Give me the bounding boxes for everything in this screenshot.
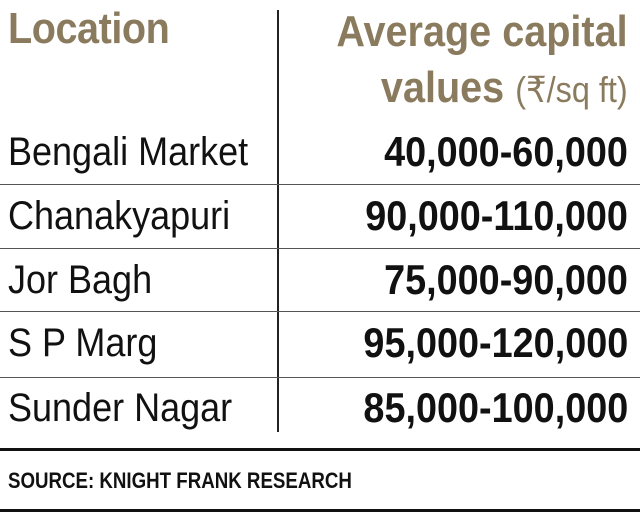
bottom-rule [0,509,640,512]
value-cell: 75,000-90,000 [384,256,628,303]
values-header-line2: values (₹/sq ft) [337,60,628,118]
location-cell: Bengali Market [8,130,249,174]
row-divider [0,184,640,185]
value-cell: 85,000-100,000 [363,384,628,431]
values-column-header: Average capital values (₹/sq ft) [337,4,628,118]
row-divider [0,377,640,378]
values-header-word: values [381,63,505,112]
table-row: Bengali Market 40,000-60,000 [0,122,640,184]
values-header-line1: Average capital [336,7,628,56]
location-cell: Chanakyapuri [8,194,231,238]
value-cell: 95,000-120,000 [363,319,628,366]
row-divider [0,248,640,249]
location-cell: Jor Bagh [8,258,153,302]
column-divider [277,10,279,432]
value-cell: 90,000-110,000 [365,192,628,239]
value-cell: 40,000-60,000 [384,128,628,175]
source-top-rule [0,448,640,451]
location-cell: Sunder Nagar [8,386,233,430]
row-divider [0,311,640,312]
table-header: Location Average capital values (₹/sq ft… [0,0,640,120]
table-row: Jor Bagh 75,000-90,000 [0,250,640,312]
table-row: S P Marg 95,000-120,000 [0,313,640,375]
table-row: Chanakyapuri 90,000-110,000 [0,186,640,248]
unit-label: (₹/sq ft) [515,69,628,110]
source-note: SOURCE: KNIGHT FRANK RESEARCH [8,468,352,493]
location-column-header: Location [8,4,170,53]
location-cell: S P Marg [8,321,158,365]
table-row: Sunder Nagar 85,000-100,000 [0,378,640,440]
